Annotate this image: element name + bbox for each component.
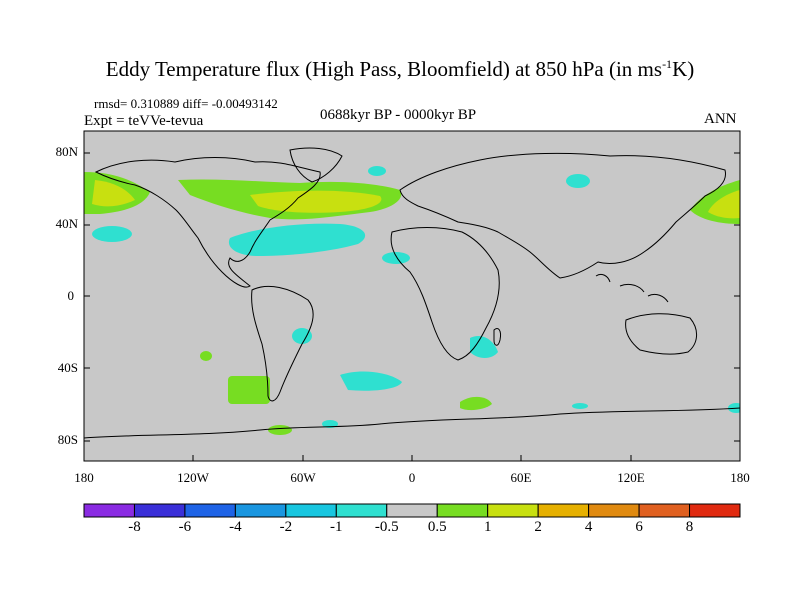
- lat-label-80n: 80N: [55, 144, 78, 159]
- negative-anomaly-region: [340, 371, 402, 391]
- colorbar-swatch: [386, 503, 438, 518]
- negative-anomaly-region: [292, 328, 312, 344]
- lon-label-60w: 60W: [290, 470, 316, 485]
- colorbar-label: 8: [685, 519, 694, 535]
- season-label: ANN: [704, 111, 737, 127]
- colorbar-label: 4: [584, 519, 593, 535]
- positive-anomaly-region: [460, 396, 492, 411]
- colorbar-label: 2: [534, 519, 542, 535]
- negative-anomaly-region: [92, 226, 132, 242]
- negative-anomaly-region: [322, 420, 338, 428]
- positive-anomaly-region: [200, 351, 212, 361]
- positive-anomaly-region: [228, 376, 270, 404]
- colorbar-label: 0.5: [427, 519, 447, 535]
- colorbar: [83, 503, 741, 518]
- colorbar-swatch: [234, 503, 287, 518]
- colorbar-swatch: [689, 503, 741, 518]
- colorbar-swatch: [436, 503, 489, 518]
- colorbar-swatch: [537, 503, 590, 518]
- colorbar-swatch: [335, 503, 388, 518]
- positive-anomaly-region: [268, 425, 292, 435]
- colorbar-label: 6: [635, 519, 643, 535]
- colorbar-label: -0.5: [374, 519, 399, 535]
- colorbar-label: -2: [279, 519, 293, 535]
- colorbar-swatch: [588, 503, 640, 518]
- coastlines: [84, 147, 740, 439]
- stats-text: rmsd= 0.310889 diff= -0.00493142: [94, 96, 278, 111]
- anomaly-fields: [84, 147, 740, 439]
- negative-anomaly-region: [572, 403, 588, 409]
- map-title: Eddy Temperature flux (High Pass, Bloomf…: [105, 57, 695, 81]
- colorbar-label: -1: [330, 519, 343, 535]
- longitude-ticks: [83, 455, 741, 461]
- lat-label-40n: 40N: [55, 216, 78, 231]
- lon-label-180w: 180: [74, 470, 94, 485]
- lon-label-180e: 180: [730, 470, 750, 485]
- lon-label-0: 0: [408, 470, 416, 485]
- negative-anomaly-region: [368, 166, 386, 176]
- negative-anomaly-region: [382, 252, 410, 264]
- colorbar-swatch: [285, 503, 337, 518]
- strong-positive-anomaly-region: [250, 190, 382, 213]
- colorbar-label: -6: [178, 519, 192, 535]
- negative-anomaly-region: [470, 335, 498, 358]
- lon-label-120w: 120W: [177, 470, 209, 485]
- colorbar-swatch: [83, 503, 135, 518]
- colorbar-swatch: [184, 503, 236, 518]
- negative-anomaly-region: [566, 174, 590, 188]
- strong-positive-anomaly-region: [92, 180, 135, 207]
- lon-label-60e: 60E: [510, 470, 532, 485]
- lat-label-40s: 40S: [57, 360, 78, 375]
- colorbar-swatch: [638, 503, 691, 518]
- experiment-label: Expt = teVVe-tevua: [84, 113, 204, 129]
- lat-label-0: 0: [67, 288, 75, 303]
- colorbar-label: -4: [229, 519, 242, 535]
- colorbar-label: -8: [128, 519, 141, 535]
- colorbar-label: 1: [483, 519, 492, 535]
- period-label: 0688kyr BP - 0000kyr BP: [320, 107, 477, 123]
- negative-anomaly-region: [228, 223, 366, 256]
- latitude-ticks: [84, 152, 740, 442]
- colorbar-swatch: [133, 503, 186, 518]
- strong-positive-anomaly-region: [708, 190, 740, 219]
- lon-label-120e: 120E: [617, 470, 645, 485]
- lat-label-80s: 80S: [57, 432, 78, 447]
- colorbar-swatch: [487, 503, 539, 518]
